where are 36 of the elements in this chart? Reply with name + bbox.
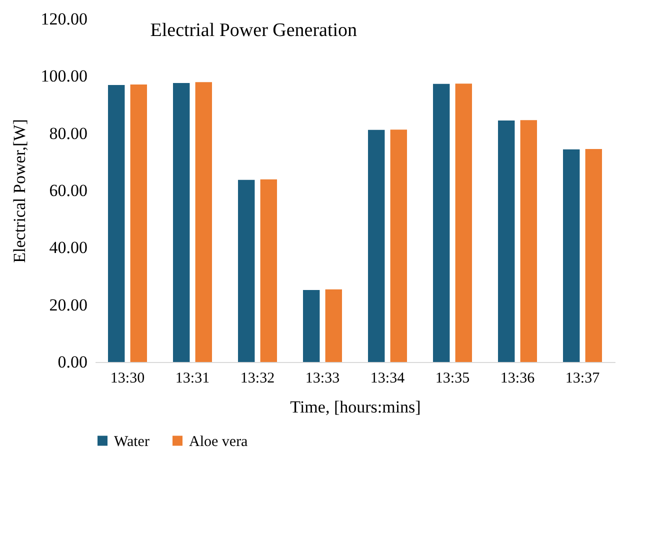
- y-tick-label: 40.00: [49, 238, 88, 258]
- bar: [325, 289, 342, 362]
- y-tick-label: 100.00: [40, 66, 88, 86]
- x-tick-label: 13:34: [370, 370, 406, 386]
- y-tick-label: 0.00: [58, 352, 88, 372]
- y-axis-title: Electrical Power,[W]: [10, 119, 29, 263]
- y-tick-label: 80.00: [49, 124, 88, 143]
- bar: [455, 84, 472, 362]
- legend-label: Aloe vera: [189, 434, 248, 450]
- bar: [563, 149, 580, 362]
- bar: [520, 120, 537, 362]
- bar: [433, 84, 450, 362]
- x-tick-label: 13:31: [175, 370, 210, 386]
- x-tick-label: 13:30: [110, 370, 145, 386]
- bar: [390, 130, 407, 362]
- bar: [108, 85, 125, 362]
- bar: [260, 179, 277, 362]
- x-tick-label: 13:35: [435, 370, 470, 386]
- bar: [195, 82, 212, 362]
- bar: [498, 120, 515, 362]
- x-tick-label: 13:32: [240, 370, 275, 386]
- bar: [130, 84, 147, 362]
- legend-label: Water: [114, 434, 150, 450]
- x-axis-title: Time, [hours:mins]: [290, 398, 421, 416]
- bar: [585, 149, 602, 362]
- x-tick-label: 13:36: [500, 370, 536, 386]
- bar: [368, 130, 385, 362]
- y-tick-label: 120.00: [40, 10, 88, 28]
- bar: [303, 290, 320, 362]
- bar: [173, 83, 190, 362]
- x-tick-label: 13:37: [565, 370, 600, 386]
- x-tick-label: 13:33: [305, 370, 340, 386]
- y-tick-label: 20.00: [49, 295, 88, 314]
- bar: [238, 180, 255, 362]
- y-tick-label: 60.00: [49, 181, 88, 200]
- chart-title: Electrial Power Generation: [150, 20, 358, 41]
